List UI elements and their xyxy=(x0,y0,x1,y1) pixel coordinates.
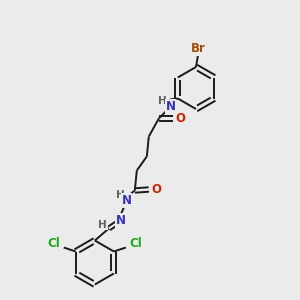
Text: H: H xyxy=(98,220,107,230)
Text: O: O xyxy=(176,112,186,125)
Text: N: N xyxy=(166,100,176,113)
Text: N: N xyxy=(116,214,126,227)
Text: Cl: Cl xyxy=(130,237,142,250)
Text: Cl: Cl xyxy=(47,237,60,250)
Text: N: N xyxy=(122,194,132,207)
Text: H: H xyxy=(116,190,125,200)
Text: O: O xyxy=(152,183,162,196)
Text: H: H xyxy=(158,95,167,106)
Text: Br: Br xyxy=(190,43,206,56)
